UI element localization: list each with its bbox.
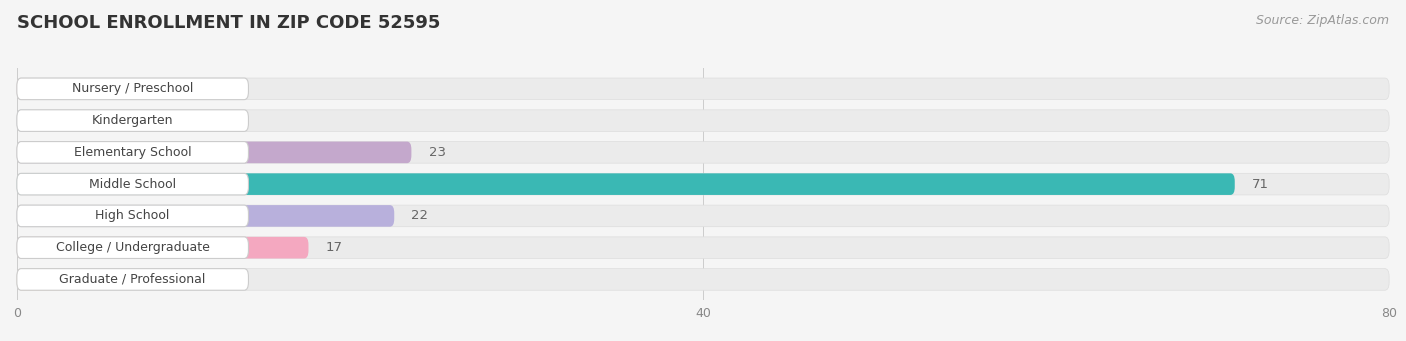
Text: Graduate / Professional: Graduate / Professional xyxy=(59,273,205,286)
Text: Kindergarten: Kindergarten xyxy=(91,114,173,127)
FancyBboxPatch shape xyxy=(17,142,1389,163)
FancyBboxPatch shape xyxy=(17,173,1389,195)
Text: 17: 17 xyxy=(326,241,343,254)
FancyBboxPatch shape xyxy=(17,110,34,131)
Text: 23: 23 xyxy=(429,146,446,159)
FancyBboxPatch shape xyxy=(17,142,412,163)
Text: SCHOOL ENROLLMENT IN ZIP CODE 52595: SCHOOL ENROLLMENT IN ZIP CODE 52595 xyxy=(17,14,440,32)
Text: 3: 3 xyxy=(86,273,94,286)
FancyBboxPatch shape xyxy=(17,78,34,100)
FancyBboxPatch shape xyxy=(17,269,1389,290)
Text: 22: 22 xyxy=(412,209,429,222)
FancyBboxPatch shape xyxy=(17,142,249,163)
Text: Elementary School: Elementary School xyxy=(75,146,191,159)
FancyBboxPatch shape xyxy=(17,205,394,227)
FancyBboxPatch shape xyxy=(17,237,308,258)
FancyBboxPatch shape xyxy=(17,269,69,290)
FancyBboxPatch shape xyxy=(17,78,1389,100)
FancyBboxPatch shape xyxy=(17,110,249,131)
Text: High School: High School xyxy=(96,209,170,222)
Text: 71: 71 xyxy=(1251,178,1268,191)
FancyBboxPatch shape xyxy=(17,269,249,290)
Text: 1: 1 xyxy=(51,82,59,95)
FancyBboxPatch shape xyxy=(17,173,1234,195)
FancyBboxPatch shape xyxy=(17,205,1389,227)
FancyBboxPatch shape xyxy=(17,237,249,258)
FancyBboxPatch shape xyxy=(17,205,249,227)
FancyBboxPatch shape xyxy=(17,173,249,195)
FancyBboxPatch shape xyxy=(17,110,1389,131)
FancyBboxPatch shape xyxy=(17,78,249,100)
Text: Middle School: Middle School xyxy=(89,178,176,191)
Text: 1: 1 xyxy=(51,114,59,127)
Text: Source: ZipAtlas.com: Source: ZipAtlas.com xyxy=(1256,14,1389,27)
Text: College / Undergraduate: College / Undergraduate xyxy=(56,241,209,254)
Text: Nursery / Preschool: Nursery / Preschool xyxy=(72,82,194,95)
FancyBboxPatch shape xyxy=(17,237,1389,258)
